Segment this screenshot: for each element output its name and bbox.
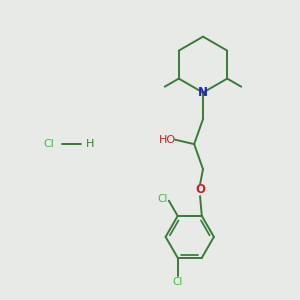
Text: Cl: Cl xyxy=(172,277,183,287)
Text: N: N xyxy=(198,86,208,99)
Text: O: O xyxy=(195,183,205,196)
Text: H: H xyxy=(85,139,94,149)
Text: HO: HO xyxy=(158,135,176,145)
Text: Cl: Cl xyxy=(157,194,168,204)
Text: Cl: Cl xyxy=(43,139,54,149)
